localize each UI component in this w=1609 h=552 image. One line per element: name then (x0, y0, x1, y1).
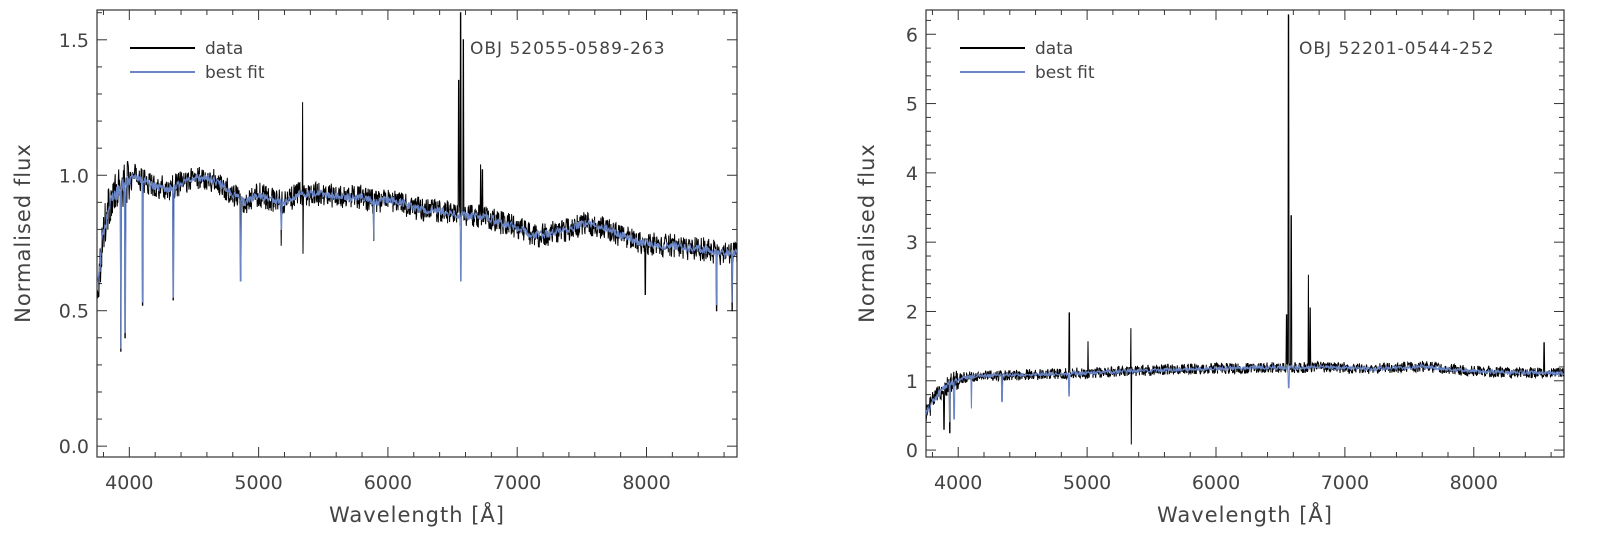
y-axis-title: Normalised flux (11, 143, 35, 323)
series-line-best-fit (97, 172, 737, 349)
x-tick-label: 6000 (364, 472, 412, 494)
legend-label-data: data (205, 39, 243, 59)
x-axis-title: Wavelength [Å] (1157, 501, 1333, 527)
plot-frame (925, 9, 1565, 458)
y-tick-label: 3 (906, 232, 918, 254)
x-axis-ticks: 4000 5000 6000 7000 8000 (931, 10, 1552, 494)
x-tick-label: 4000 (105, 472, 153, 494)
y-tick-label: 1.0 (59, 165, 89, 187)
y-tick-label: 1.5 (59, 30, 89, 52)
spectrum-panel-right: 4000 5000 6000 7000 8000 0 1 2 3 4 5 6 data best f… (855, 9, 1565, 527)
y-tick-label: 4 (906, 163, 918, 185)
object-id-label: OBJ 52055-0589-263 (470, 39, 666, 59)
y-tick-label: 6 (906, 24, 918, 46)
plot-frame (96, 9, 738, 458)
spectrum-panel-left: 4000 5000 6000 7000 8000 0.0 0.5 1.0 1.5 data b… (11, 9, 738, 527)
x-tick-label: 4000 (934, 472, 982, 494)
series-layer (926, 14, 1564, 445)
series-line-best-fit (926, 363, 1564, 423)
y-tick-label: 5 (906, 94, 918, 116)
y-tick-label: 0.5 (59, 301, 89, 323)
series-layer (97, 12, 737, 352)
y-tick-label: 2 (906, 301, 918, 323)
y-axis-ticks: 0 1 2 3 4 5 6 (906, 19, 1564, 462)
legend: data best fit (960, 39, 1095, 83)
object-id-label: OBJ 52201-0544-252 (1299, 39, 1495, 59)
legend-label-best-fit: best fit (1035, 63, 1095, 83)
y-axis-ticks: 0.0 0.5 1.0 1.5 (59, 12, 737, 458)
legend-label-data: data (1035, 39, 1073, 59)
y-tick-label: 1 (906, 371, 918, 393)
series-line-data (926, 14, 1564, 445)
y-tick-label: 0 (906, 440, 918, 462)
legend: data best fit (130, 39, 265, 83)
series-line-data (97, 12, 737, 352)
x-tick-label: 7000 (493, 472, 541, 494)
x-axis-ticks: 4000 5000 6000 7000 8000 (102, 10, 725, 494)
x-tick-label: 8000 (1450, 472, 1498, 494)
x-tick-label: 5000 (234, 472, 282, 494)
x-axis-title: Wavelength [Å] (329, 501, 505, 527)
x-tick-label: 8000 (622, 472, 670, 494)
legend-label-best-fit: best fit (205, 63, 265, 83)
x-tick-label: 6000 (1192, 472, 1240, 494)
y-tick-label: 0.0 (59, 436, 89, 458)
x-tick-label: 7000 (1321, 472, 1369, 494)
x-tick-label: 5000 (1063, 472, 1111, 494)
y-axis-title: Normalised flux (855, 143, 879, 323)
